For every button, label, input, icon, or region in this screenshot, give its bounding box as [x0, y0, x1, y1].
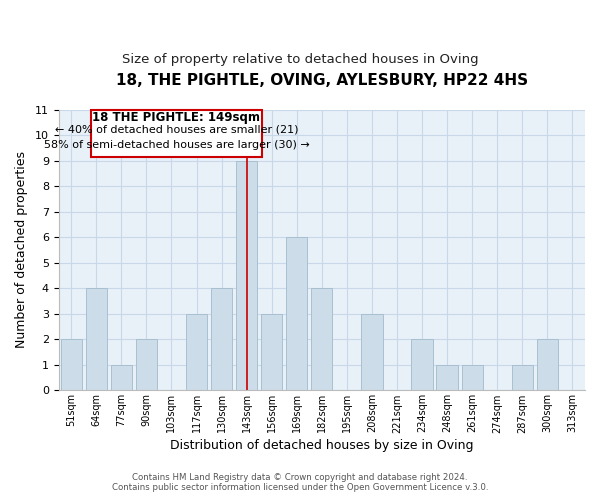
Text: 58% of semi-detached houses are larger (30) →: 58% of semi-detached houses are larger (… [44, 140, 310, 150]
Y-axis label: Number of detached properties: Number of detached properties [15, 152, 28, 348]
Title: 18, THE PIGHTLE, OVING, AYLESBURY, HP22 4HS: 18, THE PIGHTLE, OVING, AYLESBURY, HP22 … [116, 72, 528, 88]
Bar [86, 288, 107, 390]
Bar [361, 314, 383, 390]
Bar [311, 288, 332, 390]
Bar [512, 365, 533, 390]
Bar [110, 365, 132, 390]
FancyBboxPatch shape [91, 110, 262, 156]
Bar [537, 340, 558, 390]
Bar [261, 314, 283, 390]
Text: 18 THE PIGHTLE: 149sqm: 18 THE PIGHTLE: 149sqm [92, 110, 260, 124]
Bar [136, 340, 157, 390]
Bar [186, 314, 207, 390]
Bar [436, 365, 458, 390]
Bar [461, 365, 483, 390]
Bar [236, 160, 257, 390]
X-axis label: Distribution of detached houses by size in Oving: Distribution of detached houses by size … [170, 440, 473, 452]
Text: Size of property relative to detached houses in Oving: Size of property relative to detached ho… [122, 52, 478, 66]
Bar [286, 237, 307, 390]
Bar [211, 288, 232, 390]
Bar [412, 340, 433, 390]
Text: Contains HM Land Registry data © Crown copyright and database right 2024.
Contai: Contains HM Land Registry data © Crown c… [112, 473, 488, 492]
Bar [61, 340, 82, 390]
Text: ← 40% of detached houses are smaller (21): ← 40% of detached houses are smaller (21… [55, 125, 298, 135]
